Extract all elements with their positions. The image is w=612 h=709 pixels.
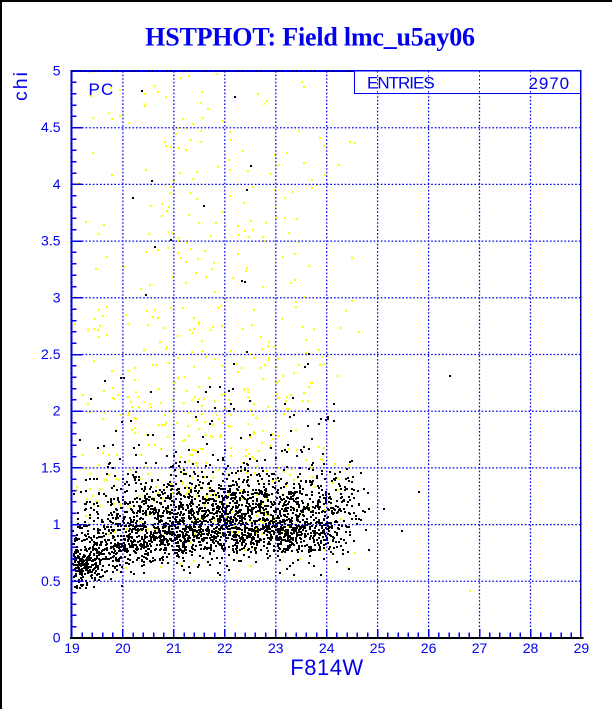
svg-text:25: 25 bbox=[370, 640, 386, 656]
svg-text:3.5: 3.5 bbox=[41, 233, 61, 249]
svg-text:2.5: 2.5 bbox=[41, 346, 61, 362]
svg-text:22: 22 bbox=[217, 640, 233, 656]
svg-text:1: 1 bbox=[53, 516, 61, 532]
svg-text:4: 4 bbox=[53, 176, 61, 192]
svg-text:19: 19 bbox=[64, 640, 80, 656]
svg-text:0: 0 bbox=[53, 630, 61, 646]
svg-text:ENTRIES: ENTRIES bbox=[367, 74, 434, 93]
svg-text:21: 21 bbox=[166, 640, 182, 656]
svg-text:F814W: F814W bbox=[290, 655, 363, 680]
svg-text:20: 20 bbox=[115, 640, 131, 656]
svg-text:26: 26 bbox=[421, 640, 437, 656]
svg-text:chi: chi bbox=[10, 70, 32, 101]
svg-text:5: 5 bbox=[53, 63, 61, 79]
svg-text:3: 3 bbox=[53, 289, 61, 305]
svg-text:2: 2 bbox=[53, 403, 61, 419]
svg-text:23: 23 bbox=[268, 640, 284, 656]
svg-text:4.5: 4.5 bbox=[41, 119, 61, 135]
svg-text:1.5: 1.5 bbox=[41, 459, 61, 475]
svg-text:2970: 2970 bbox=[529, 74, 570, 93]
svg-text:28: 28 bbox=[523, 640, 539, 656]
svg-text:HSTPHOT: Field lmc_u5ay06: HSTPHOT: Field lmc_u5ay06 bbox=[145, 23, 475, 52]
svg-text:0.5: 0.5 bbox=[41, 573, 61, 589]
svg-text:29: 29 bbox=[574, 640, 590, 656]
svg-text:24: 24 bbox=[319, 640, 335, 656]
svg-text:PC: PC bbox=[89, 80, 115, 99]
svg-text:27: 27 bbox=[472, 640, 488, 656]
